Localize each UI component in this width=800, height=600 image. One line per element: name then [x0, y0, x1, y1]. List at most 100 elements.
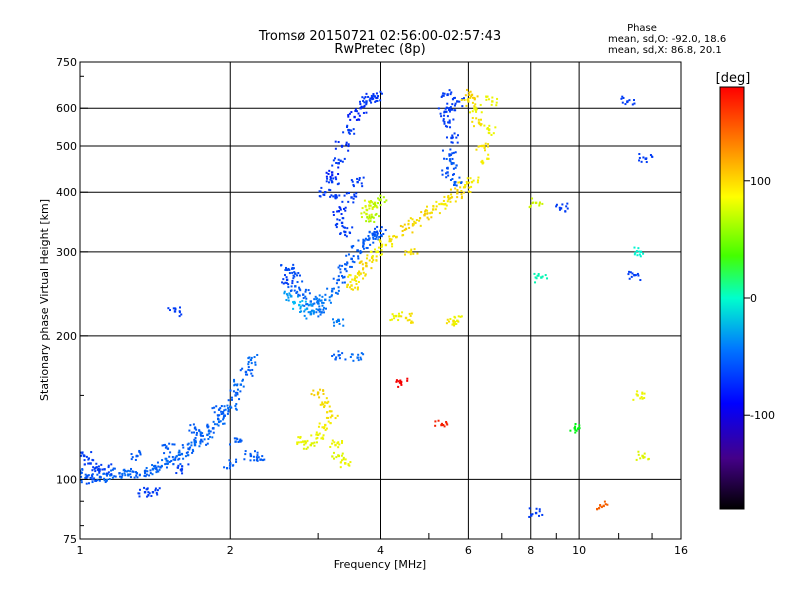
data-point	[537, 274, 540, 277]
data-point	[347, 200, 350, 203]
data-point	[256, 353, 259, 356]
data-point	[408, 312, 411, 315]
data-point	[230, 398, 233, 401]
data-point	[370, 267, 373, 270]
data-point	[98, 468, 101, 471]
data-point	[456, 134, 459, 137]
data-point	[213, 411, 216, 414]
data-point	[362, 267, 365, 270]
data-point	[347, 149, 350, 152]
data-point	[213, 423, 216, 426]
data-point	[334, 194, 337, 197]
data-point	[282, 278, 285, 281]
data-point	[424, 209, 427, 212]
data-point	[228, 459, 231, 462]
data-point	[95, 466, 98, 469]
data-point	[132, 470, 135, 473]
data-point	[363, 239, 366, 242]
data-point	[151, 467, 154, 470]
data-point	[357, 239, 360, 242]
data-point	[80, 454, 83, 457]
data-point	[233, 384, 236, 387]
data-point	[168, 442, 171, 445]
phase-box-line2: mean, sd,X: 86.8, 20.1	[608, 45, 722, 56]
data-point	[401, 230, 404, 233]
data-point	[262, 459, 265, 462]
data-point	[448, 121, 451, 124]
data-point	[215, 405, 218, 408]
data-point	[364, 237, 367, 240]
data-point	[193, 442, 196, 445]
data-point	[324, 293, 327, 296]
data-point	[83, 459, 86, 462]
data-point	[323, 306, 326, 309]
data-point	[642, 456, 645, 459]
data-point	[368, 207, 371, 210]
data-point	[338, 443, 341, 446]
data-point	[108, 478, 111, 481]
data-point	[371, 98, 374, 101]
data-point	[471, 110, 474, 113]
data-point	[403, 223, 406, 226]
data-point	[124, 469, 127, 472]
data-point	[322, 301, 325, 304]
data-point	[126, 470, 129, 473]
data-point	[380, 244, 383, 247]
data-point	[641, 397, 644, 400]
data-point	[209, 430, 212, 433]
y-axis-label: Stationary phase Virtual Height [km]	[38, 199, 51, 401]
data-point	[182, 457, 185, 460]
colorbar-tick-label: 0	[750, 292, 757, 305]
data-point	[388, 237, 391, 240]
data-point	[216, 417, 219, 420]
data-point	[637, 247, 640, 250]
data-point	[476, 181, 479, 184]
data-point	[639, 279, 642, 282]
data-point	[455, 184, 458, 187]
data-point	[304, 295, 307, 298]
data-point	[382, 232, 385, 235]
data-point	[350, 353, 353, 356]
data-point	[147, 494, 150, 497]
data-point	[633, 246, 636, 249]
data-point	[395, 380, 398, 383]
data-point	[170, 459, 173, 462]
data-point	[228, 443, 231, 446]
data-point	[494, 126, 497, 129]
data-point	[338, 322, 341, 325]
data-point	[445, 420, 448, 423]
data-point	[145, 466, 148, 469]
data-point	[296, 295, 299, 298]
data-point	[458, 100, 461, 103]
data-point	[337, 446, 340, 449]
data-point	[175, 455, 178, 458]
data-point	[379, 99, 382, 102]
data-point	[187, 442, 190, 445]
data-point	[323, 311, 326, 314]
data-point	[339, 466, 342, 469]
data-point	[226, 404, 229, 407]
data-point	[321, 295, 324, 298]
data-point	[144, 475, 147, 478]
data-point	[138, 449, 141, 452]
data-point	[226, 412, 229, 415]
data-point	[415, 219, 418, 222]
data-point	[292, 263, 295, 266]
data-point	[321, 436, 324, 439]
data-point	[457, 181, 460, 184]
data-point	[365, 92, 368, 95]
data-point	[631, 103, 634, 106]
data-point	[363, 199, 366, 202]
data-point	[378, 215, 381, 218]
data-point	[174, 307, 177, 310]
data-point	[465, 180, 468, 183]
data-point	[451, 103, 454, 106]
data-point	[313, 444, 316, 447]
data-point	[374, 227, 377, 230]
data-point	[337, 209, 341, 213]
data-point	[465, 104, 468, 107]
data-point	[419, 217, 422, 220]
data-point	[444, 125, 447, 128]
data-point	[534, 276, 537, 279]
data-point	[87, 458, 90, 461]
